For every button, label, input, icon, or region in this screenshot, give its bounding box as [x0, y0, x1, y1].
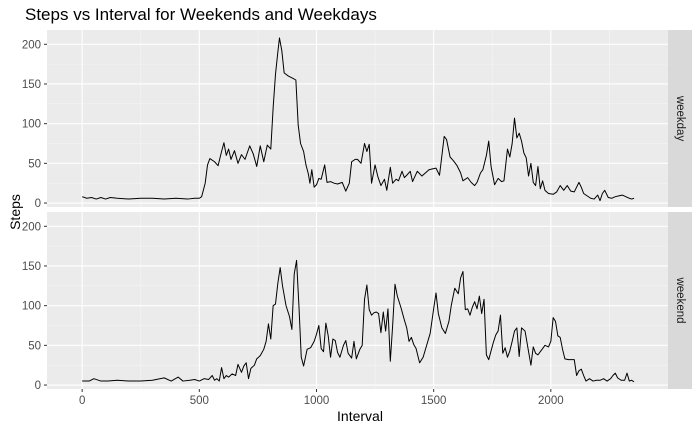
x-tick-label: 1000	[304, 395, 330, 407]
x-tick-label: 500	[190, 395, 209, 407]
facet-strip-weekend	[668, 212, 692, 389]
y-tick-label: 100	[22, 119, 41, 131]
facet-strip-weekday	[668, 30, 692, 207]
series-line-weekday	[81, 37, 635, 202]
facet-panel-weekend: 0 50 100 150 200 weekend	[22, 212, 692, 392]
x-tick-label: 0	[79, 395, 85, 407]
panel-background	[47, 30, 668, 207]
facet-strip-label: weekend	[674, 276, 686, 323]
panel-background	[47, 212, 668, 389]
facet-panel-weekday: 0 50 100 150 200 weekday	[22, 30, 692, 210]
x-tick-label: 2000	[538, 395, 564, 407]
x-axis-title: Interval	[337, 408, 383, 424]
x-axis: 0 500 1000 1500 2000	[79, 389, 564, 407]
y-tick-label: 50	[28, 340, 41, 352]
y-tick-label: 200	[22, 39, 41, 51]
chart-title: Steps vs Interval for Weekends and Weekd…	[25, 5, 377, 24]
y-tick-label: 200	[22, 221, 41, 233]
series-line-weekend	[82, 259, 635, 383]
y-axis-title: Steps	[7, 194, 23, 230]
y-tick-label: 0	[35, 198, 41, 210]
panels-layer: 0 50 100 150 200 weekday 0 50 100 150 200 weekend	[22, 30, 692, 392]
y-tick-label: 150	[22, 79, 41, 91]
x-tick-label: 1500	[421, 395, 447, 407]
y-tick-label: 100	[22, 301, 41, 313]
facet-strip-label: weekday	[674, 95, 686, 142]
y-tick-label: 0	[35, 380, 41, 392]
y-tick-label: 50	[28, 158, 41, 170]
y-tick-label: 150	[22, 261, 41, 273]
